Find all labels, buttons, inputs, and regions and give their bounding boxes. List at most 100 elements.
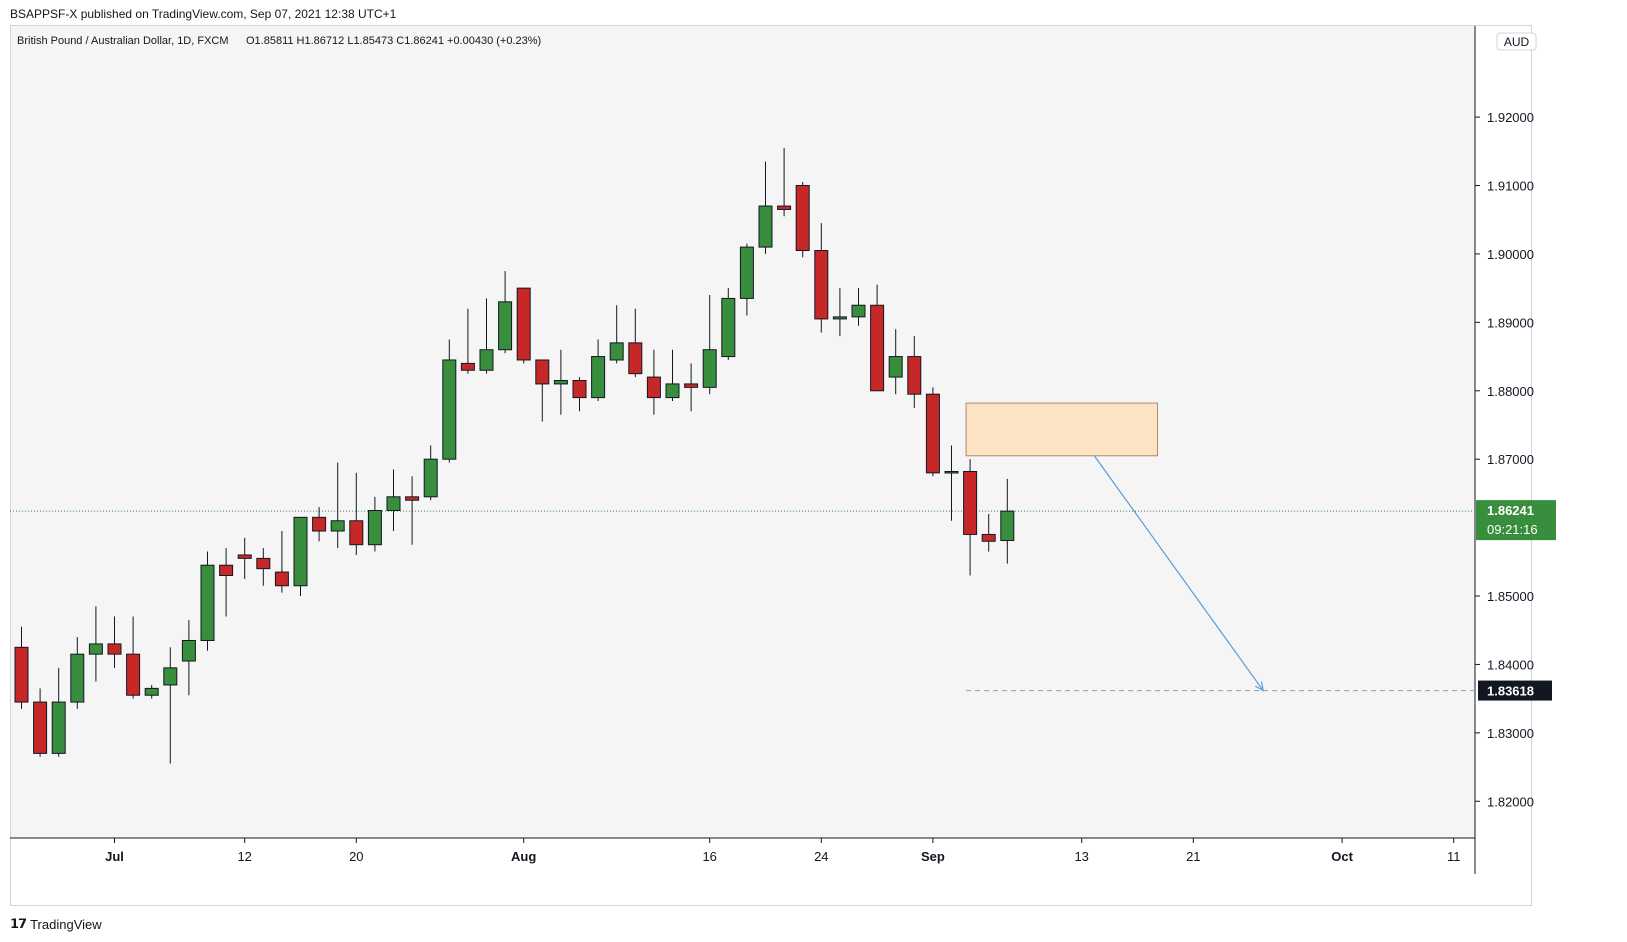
candle-body bbox=[479, 349, 494, 371]
candle bbox=[795, 182, 810, 258]
candle-body bbox=[312, 516, 327, 532]
target-price-value: 1.83618 bbox=[1487, 684, 1534, 699]
candle bbox=[777, 147, 792, 217]
candle bbox=[628, 308, 643, 378]
candle bbox=[367, 496, 382, 552]
y-tick-label: 1.89000 bbox=[1487, 315, 1534, 330]
candle-body bbox=[758, 205, 773, 248]
candle bbox=[237, 537, 252, 579]
candle-body bbox=[163, 667, 178, 686]
candle-body bbox=[535, 359, 550, 385]
candle-body bbox=[963, 470, 978, 535]
x-tick-label: 21 bbox=[1186, 849, 1200, 864]
candle-body bbox=[70, 653, 85, 703]
candle bbox=[442, 339, 457, 463]
candle bbox=[51, 667, 66, 757]
legend-ohlc: O1.85811 H1.86712 L1.85473 C1.86241 +0.0… bbox=[246, 35, 541, 47]
candle bbox=[870, 284, 885, 392]
candle-body bbox=[386, 496, 401, 511]
candle-body bbox=[721, 297, 736, 358]
candle-body bbox=[274, 571, 289, 587]
candle-body bbox=[367, 509, 382, 546]
candle bbox=[460, 308, 475, 374]
tradingview-brand-text: TradingView bbox=[30, 916, 102, 932]
candle-body bbox=[944, 470, 959, 474]
published-by-text: BSAPPSF-X published on TradingView.com, … bbox=[10, 7, 397, 21]
x-tick-label: Oct bbox=[1331, 849, 1353, 864]
candle-body bbox=[739, 246, 754, 299]
candle bbox=[758, 161, 773, 254]
candle bbox=[274, 531, 289, 593]
candle bbox=[1000, 478, 1015, 564]
candle-body bbox=[907, 356, 922, 395]
supply-zone-rect bbox=[965, 402, 1158, 457]
candle bbox=[405, 476, 420, 545]
candle bbox=[907, 336, 922, 408]
candle-body bbox=[498, 301, 513, 351]
candle bbox=[572, 377, 587, 412]
candle-body bbox=[1000, 510, 1015, 542]
candle-body bbox=[144, 687, 159, 696]
candle-body bbox=[460, 362, 475, 371]
y-tick-label: 1.91000 bbox=[1487, 179, 1534, 194]
x-tick-label: 11 bbox=[1447, 849, 1461, 864]
candle bbox=[944, 445, 959, 521]
candle bbox=[591, 339, 606, 402]
plot-background bbox=[11, 26, 1475, 838]
candle-body bbox=[646, 376, 661, 399]
x-tick-label: 13 bbox=[1074, 849, 1088, 864]
x-tick-label: 24 bbox=[814, 849, 828, 864]
y-tick-label: 1.87000 bbox=[1487, 452, 1534, 467]
candle-body bbox=[684, 383, 699, 388]
candle bbox=[107, 616, 122, 668]
candle bbox=[702, 294, 717, 395]
candle-body bbox=[888, 356, 903, 378]
candle bbox=[312, 507, 327, 542]
y-tick-label: 1.88000 bbox=[1487, 384, 1534, 399]
last-price-value: 1.86241 bbox=[1487, 503, 1534, 518]
candle bbox=[144, 684, 159, 699]
candle bbox=[126, 616, 141, 699]
candle bbox=[925, 387, 940, 477]
x-tick-label: 20 bbox=[349, 849, 363, 864]
candle-body bbox=[349, 520, 364, 546]
candle-body bbox=[181, 639, 196, 662]
y-tick-label: 1.82000 bbox=[1487, 794, 1534, 809]
candle-body bbox=[702, 349, 717, 388]
candle-body bbox=[981, 533, 996, 542]
candle bbox=[516, 287, 531, 364]
legend-symbol: British Pound / Australian Dollar, 1D, F… bbox=[17, 35, 229, 47]
projection-arrow-line bbox=[1093, 455, 1264, 691]
candle bbox=[721, 288, 736, 360]
candle-body bbox=[832, 316, 847, 320]
candle-body bbox=[925, 393, 940, 474]
target-price-badge bbox=[1478, 680, 1552, 701]
candle-body bbox=[795, 185, 810, 252]
tradingview-logo-icon: 𝟭𝟳 bbox=[10, 916, 27, 931]
candle bbox=[256, 548, 271, 586]
candle-body bbox=[293, 516, 308, 587]
candle-body bbox=[33, 701, 48, 754]
candle bbox=[814, 223, 829, 333]
candle bbox=[739, 243, 754, 316]
candle bbox=[981, 513, 996, 552]
y-tick-label: 1.92000 bbox=[1487, 110, 1534, 125]
candle bbox=[684, 363, 699, 412]
candle-body bbox=[609, 342, 624, 361]
candle-body bbox=[814, 250, 829, 320]
candle bbox=[423, 445, 438, 501]
candle bbox=[14, 626, 29, 709]
candle bbox=[535, 359, 550, 422]
candle-body bbox=[88, 643, 103, 655]
candle-body bbox=[777, 205, 792, 210]
last-price-countdown: 09:21:16 bbox=[1487, 522, 1538, 537]
candle-body bbox=[665, 383, 680, 399]
candle-body bbox=[126, 653, 141, 696]
candle-body bbox=[107, 643, 122, 655]
candle bbox=[665, 349, 680, 402]
candle-body bbox=[256, 557, 271, 570]
last-price-badge bbox=[1476, 500, 1556, 541]
candle bbox=[609, 305, 624, 364]
candle-body bbox=[200, 564, 215, 641]
